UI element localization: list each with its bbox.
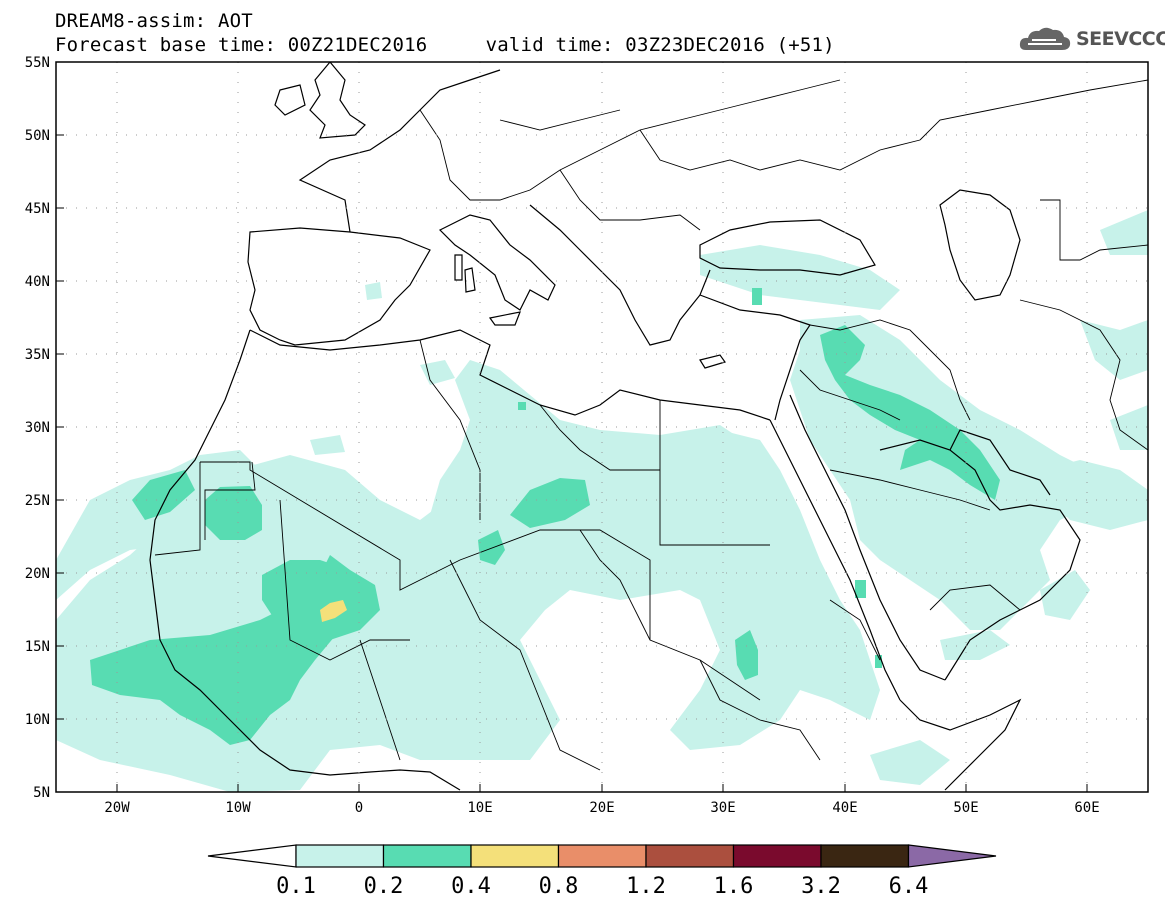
colorbar-swatch [820,844,910,868]
lat-tick: 15N [25,639,50,655]
colorbar-swatch [295,844,385,868]
lon-tick: 40E [832,800,857,816]
aot-fields [56,62,1148,792]
lon-tick: 10W [225,800,251,816]
lat-tick: 10N [25,712,50,728]
lat-tick: 55N [25,55,50,71]
lat-tick: 50N [25,128,50,144]
colorbar-label: 0.1 [276,874,316,899]
colorbar [207,844,997,868]
chart-title: DREAM8-assim: AOT [55,10,253,32]
lon-tick: 30E [710,800,735,816]
lat-tick: 40N [25,274,50,290]
colorbar-label: 0.4 [451,874,491,899]
lat-axis: 55N 50N 45N 40N 35N 30N 25N 20N 15N 10N … [25,55,50,801]
lon-axis: 20W 10W 0 10E 20E 30E 40E 50E 60E [104,800,1099,816]
lon-tick: 20E [589,800,614,816]
cloud-icon [1019,27,1071,50]
country-borders [154,79,1148,771]
colorbar-label: 0.2 [364,874,404,899]
colorbar-labels: 0.1 0.2 0.4 0.8 1.2 1.6 3.2 6.4 [276,874,928,899]
lat-tick: 5N [33,785,50,801]
lat-tick: 20N [25,566,50,582]
gridlines [56,62,1148,792]
colorbar-label: 0.8 [539,874,579,899]
lon-tick: 10E [467,800,492,816]
colorbar-label: 1.6 [714,874,754,899]
colorbar-swatch [645,844,735,868]
lat-tick: 35N [25,347,50,363]
colorbar-label: 3.2 [801,874,841,899]
colorbar-label: 6.4 [889,874,929,899]
tick-marks [56,61,1088,793]
colorbar-swatch [382,844,472,868]
lat-tick: 30N [25,420,50,436]
logo-text: SEEVCCC [1076,28,1165,50]
colorbar-under-arrow [207,844,297,868]
colorbar-swatch [732,844,822,868]
lat-tick: 45N [25,201,50,217]
lon-tick: 20W [104,800,130,816]
coastlines [149,62,1081,791]
lon-tick: 0 [355,800,363,816]
colorbar-swatch [470,844,560,868]
lon-tick: 60E [1074,800,1099,816]
lat-tick: 25N [25,493,50,509]
aot-level-0.2 [90,288,1000,745]
chart-subtitle: Forecast base time: 00Z21DEC2016 valid t… [55,34,835,56]
aot-level-0.4 [320,600,347,622]
colorbar-swatch [557,844,647,868]
colorbar-over-arrow [907,844,997,868]
lon-tick: 50E [953,800,978,816]
seevccc-logo: SEEVCCC [1018,22,1165,56]
colorbar-label: 1.2 [626,874,666,899]
